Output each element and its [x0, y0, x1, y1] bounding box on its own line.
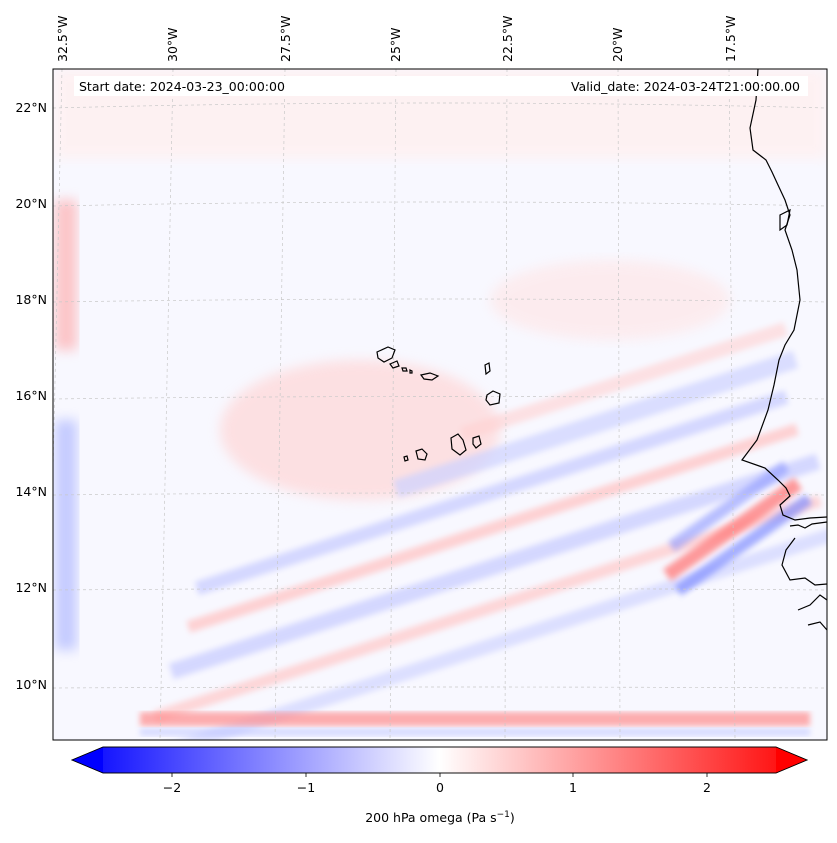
colorbar-tick-label: −2: [163, 780, 181, 795]
colorbar-label-exponent: −1: [497, 810, 510, 820]
lat-label: 22°N: [15, 100, 47, 115]
colorbar-label: 200 hPa omega (Pa s−1): [365, 810, 515, 825]
latitude-labels: 22°N 20°N 18°N 16°N 14°N 12°N 10°N: [15, 100, 47, 692]
colorbar-max-extend: [776, 747, 807, 773]
cape-verde-islands: [376, 346, 501, 462]
colorbar: −2 −1 0 1 2 200 hPa omega (Pa s−1): [70, 746, 809, 825]
title-strip: [74, 76, 808, 96]
boundary-downdraft: [55, 420, 77, 650]
graticule: [53, 69, 827, 740]
colorbar-tick-label: 0: [436, 780, 444, 795]
valid-date-label: Valid_date: 2024-03-24T21:00:00.00: [571, 79, 800, 94]
lon-label: 30°W: [165, 27, 180, 62]
lat-label: 14°N: [15, 484, 47, 499]
coastline: [741, 69, 827, 631]
map-frame: [52, 68, 828, 741]
lat-label: 12°N: [15, 580, 47, 595]
lon-label: 27.5°W: [278, 16, 293, 62]
colorbar-tick-label: −1: [297, 780, 315, 795]
boundary-updraft: [55, 200, 77, 350]
colorbar-bar: [70, 746, 809, 774]
colorbar-min-extend: [72, 747, 103, 773]
lat-label: 20°N: [15, 196, 47, 211]
colorbar-tick-label: 2: [703, 780, 711, 795]
lon-label: 20°W: [610, 27, 625, 62]
lat-label: 10°N: [15, 677, 47, 692]
colorbar-tick-label: 1: [569, 780, 577, 795]
lat-label: 16°N: [15, 388, 47, 403]
lat-label: 18°N: [15, 292, 47, 307]
boundary-band: [140, 712, 810, 726]
lon-label: 17.5°W: [723, 16, 738, 62]
start-date-label: Start date: 2024-03-23_00:00:00: [79, 79, 285, 94]
lon-label: 25°W: [388, 27, 403, 62]
colorbar-label-main: 200 hPa omega (Pa s: [365, 810, 496, 825]
lon-label: 32.5°W: [55, 16, 70, 62]
lon-label: 22.5°W: [500, 16, 515, 62]
longitude-labels: 32.5°W 30°W 27.5°W 25°W 22.5°W 20°W 17.5…: [55, 16, 738, 62]
map-panel: Start date: 2024-03-23_00:00:00 Valid_da…: [52, 68, 828, 741]
colorbar-label-end: ): [510, 810, 515, 825]
